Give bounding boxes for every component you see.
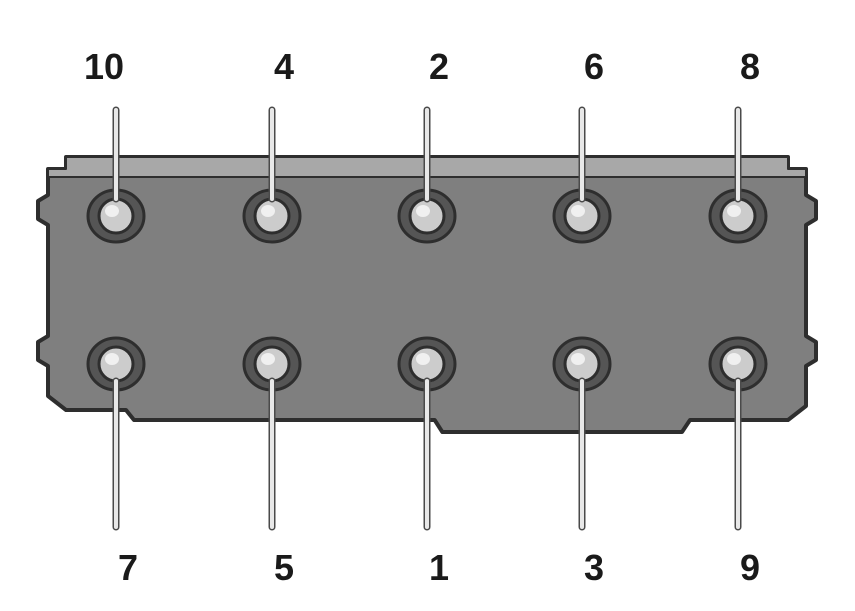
bolt-label-3: 3 xyxy=(564,547,624,589)
bolt-label-5: 5 xyxy=(254,547,314,589)
bolt-label-2: 2 xyxy=(409,46,469,88)
cylinder-head xyxy=(0,0,855,611)
bolt-label-7: 7 xyxy=(98,547,158,589)
bolt-label-1: 1 xyxy=(409,547,469,589)
bolt-label-9: 9 xyxy=(720,547,780,589)
bolt-label-4: 4 xyxy=(254,46,314,88)
bolt-label-10: 10 xyxy=(74,46,134,88)
bolt-label-8: 8 xyxy=(720,46,780,88)
bolt-label-6: 6 xyxy=(564,46,624,88)
diagram-container: 10 4 2 6 8 7 5 1 3 9 xyxy=(0,0,855,611)
